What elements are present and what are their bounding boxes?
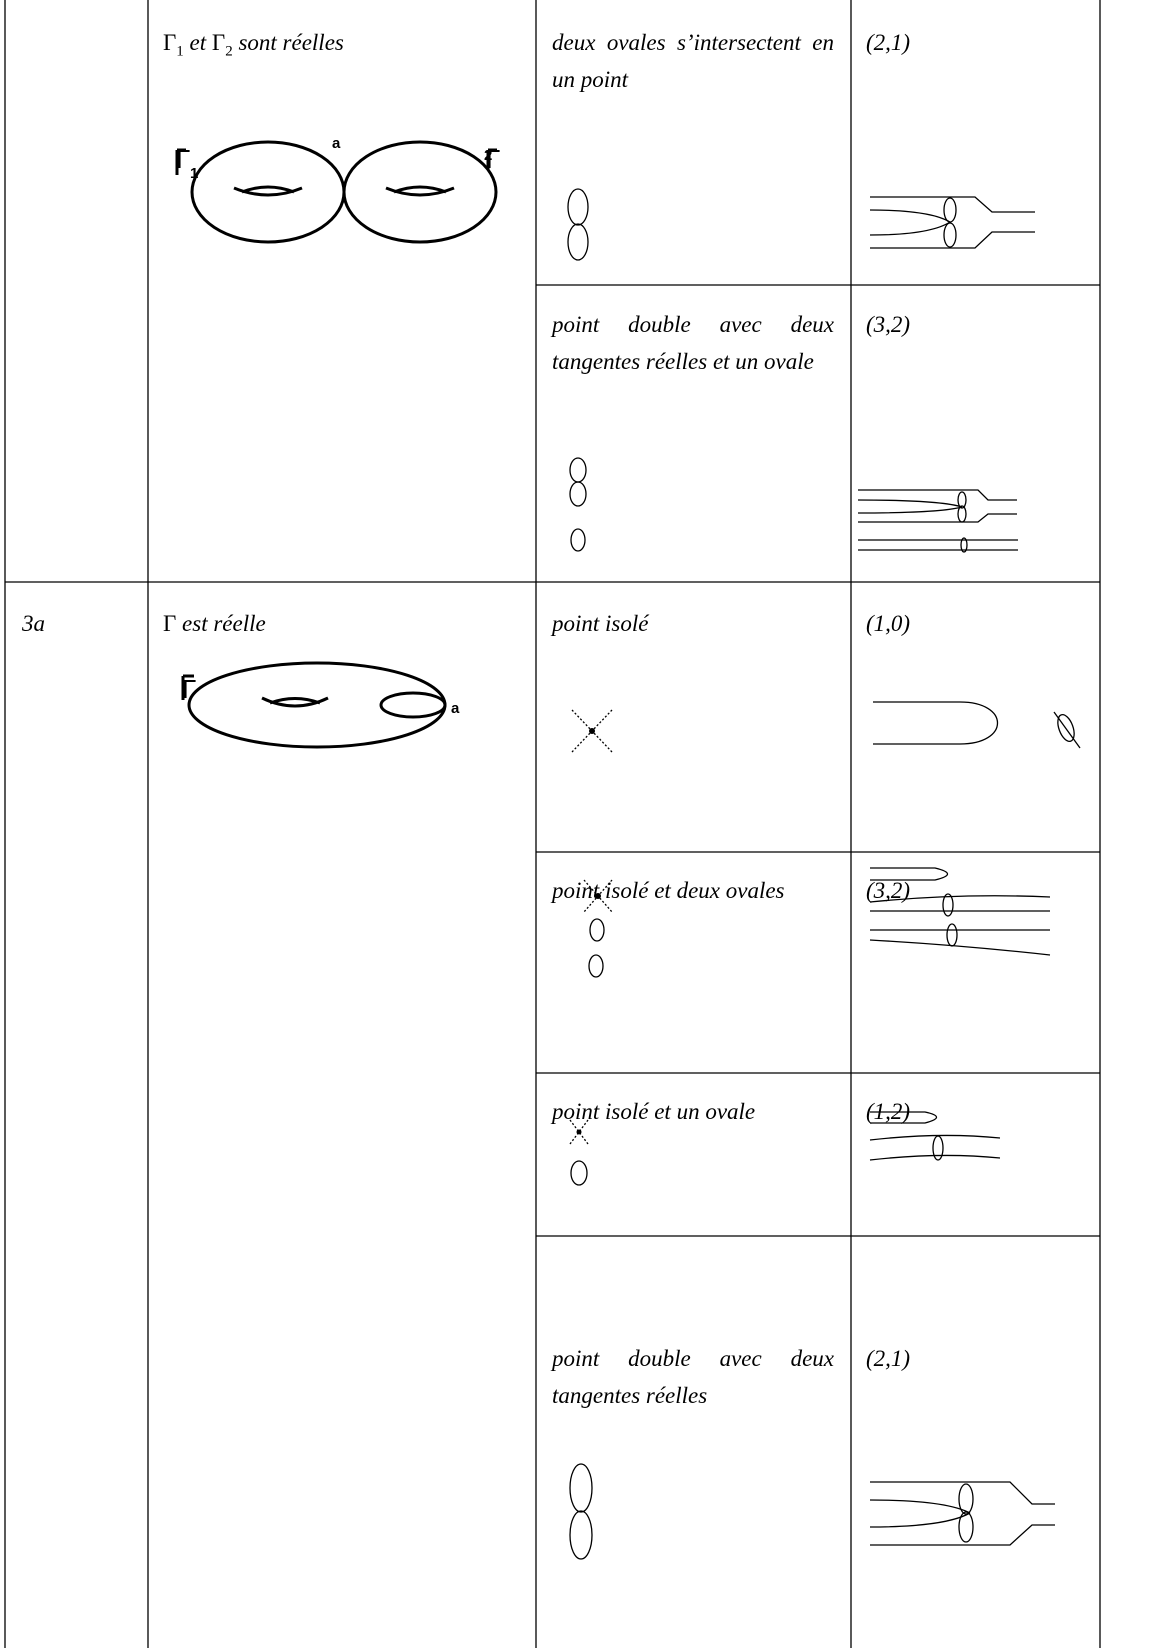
description: point isolé [552, 611, 649, 636]
description: point isolé et un ovale [552, 1099, 756, 1124]
table-borders [4, 0, 1101, 1648]
figure-label: Γ [176, 144, 190, 174]
figure-label: a [332, 135, 341, 152]
case-label: 3a [22, 611, 45, 636]
pair: (2,1) [866, 30, 911, 55]
surface: Γ est réelle [163, 605, 266, 642]
gamma: Γ [211, 30, 226, 55]
surface: Γ1 et Γ2 sont réelles [163, 24, 344, 71]
subscript: 2 [225, 43, 233, 60]
gamma: Γ [163, 30, 177, 55]
curve-sketches [567, 188, 1081, 1560]
subscript: 1 [176, 43, 184, 60]
text: sont réelles [232, 30, 344, 55]
text: est réelle [176, 611, 266, 636]
torus [181, 661, 447, 749]
description: point double avec deux tangentes réelles [552, 1346, 834, 1408]
text: et [183, 30, 212, 55]
figure-label: a [451, 700, 460, 717]
gamma: Γ [163, 611, 177, 636]
description: point isolé et deux ovales [552, 878, 785, 903]
figure-label: Γ [486, 144, 500, 174]
description: point double avec deux tangentes réelles… [552, 312, 834, 374]
pair: (3,2) [866, 878, 911, 903]
torus-pair [175, 140, 498, 244]
description: deux ovales s’inter­sectent en un point [552, 30, 834, 92]
figure-label: 1 [190, 165, 198, 182]
pair: (1,2) [866, 1099, 911, 1124]
pair: (2,1) [866, 1346, 911, 1371]
pair: (1,0) [866, 611, 911, 636]
figure-label: 2 [484, 147, 492, 164]
pair: (3,2) [866, 312, 911, 337]
figure-label: Γ [182, 674, 196, 704]
